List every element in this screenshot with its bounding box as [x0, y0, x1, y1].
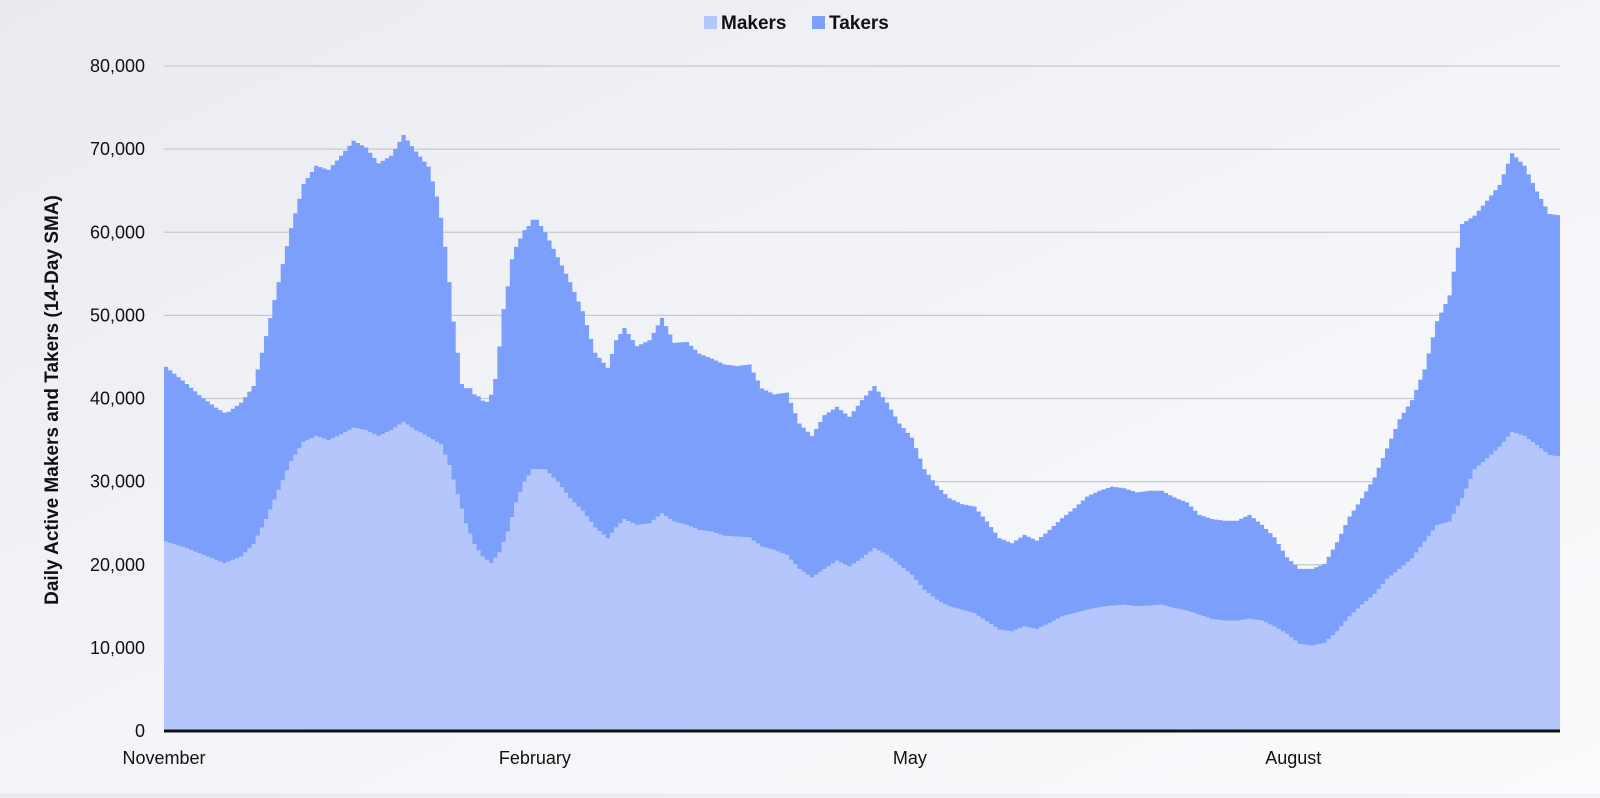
x-axis-ticks: November February May August [122, 748, 1321, 768]
legend-swatch [704, 16, 717, 29]
legend-label: Makers [721, 13, 787, 34]
x-tick-label: February [499, 748, 571, 768]
legend-swatch [812, 16, 825, 29]
makers-area [164, 421, 1560, 731]
x-tick-label: November [122, 748, 205, 768]
y-tick-label: 10,000 [90, 638, 145, 658]
x-tick-label: May [893, 748, 927, 768]
y-tick-label: 0 [135, 721, 145, 741]
x-tick-label: August [1265, 748, 1321, 768]
y-tick-label: 20,000 [90, 555, 145, 575]
y-tick-label: 50,000 [90, 305, 145, 325]
legend: Makers Takers [704, 13, 889, 34]
legend-label: Takers [829, 13, 889, 34]
y-tick-label: 40,000 [90, 389, 145, 409]
y-tick-label: 70,000 [90, 139, 145, 159]
y-tick-label: 30,000 [90, 472, 145, 492]
y-axis-ticks: 0 10,000 20,000 30,000 40,000 50,000 60,000 70,… [90, 56, 145, 741]
y-axis-title: Daily Active Makers and Takers (14-Day S… [42, 195, 63, 605]
plot-areas [164, 134, 1560, 732]
y-tick-label: 80,000 [90, 56, 145, 76]
y-tick-label: 60,000 [90, 222, 145, 242]
